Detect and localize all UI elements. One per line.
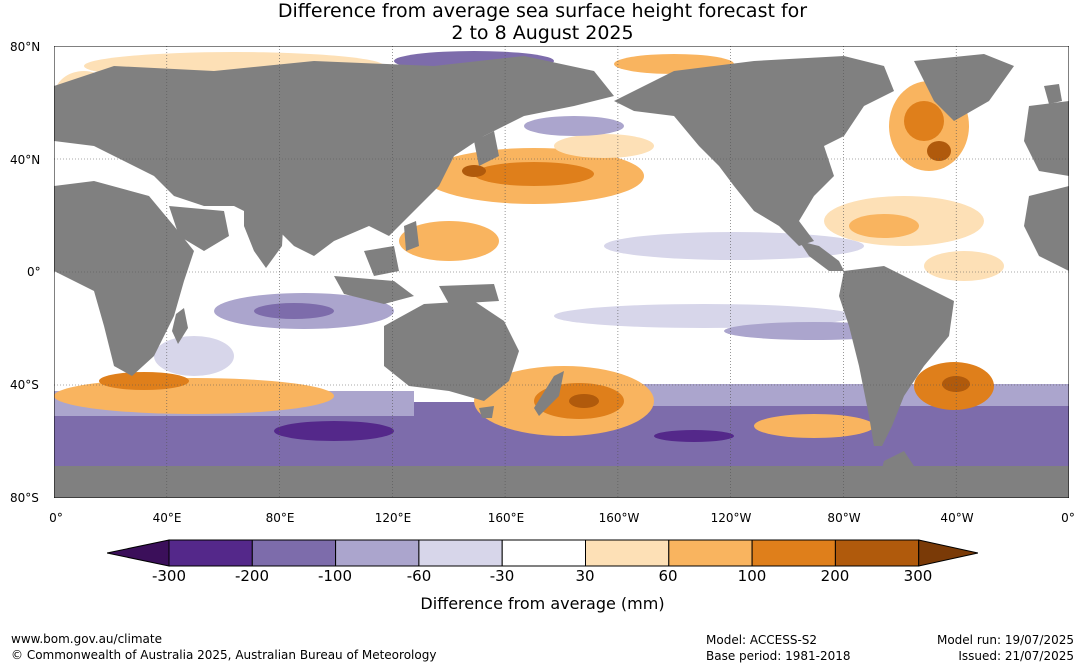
land-borneo: [364, 246, 399, 276]
colorbar-tick-label: 30: [575, 567, 595, 585]
land-europe-west: [1024, 101, 1069, 176]
lat-label-80s: 80°S: [10, 491, 39, 505]
footer-model: Model: ACCESS-S2: [706, 633, 818, 647]
colorbar-swatch-2: [251, 539, 337, 567]
footer-base-period: Base period: 1981-2018: [706, 649, 851, 663]
chart-title: Difference from average sea surface heig…: [277, 0, 808, 22]
colorbar-swatch-9: [834, 539, 920, 567]
land-new-guinea: [439, 284, 499, 304]
land-india: [244, 206, 284, 268]
land-africa: [54, 181, 194, 376]
land-central-america: [799, 241, 844, 271]
land-japan: [474, 131, 499, 166]
footer-model-run: Model run: 19/07/2025: [936, 633, 1074, 647]
colorbar-tick-label: 100: [737, 567, 767, 585]
colorbar-swatch-1: [168, 539, 253, 567]
lon-label-160w: 160°W: [598, 511, 640, 525]
chart-subtitle: 2 to 8 August 2025: [451, 22, 634, 44]
colorbar-swatch-10: [918, 539, 978, 567]
land-indonesia: [334, 276, 414, 304]
colorbar-swatch-0: [107, 539, 170, 567]
land-tasmania: [479, 406, 494, 418]
colorbar-tick-label: -200: [234, 567, 270, 585]
colorbar-swatch-4: [418, 539, 503, 567]
colorbar-swatch-6: [585, 539, 670, 567]
land-masses: [54, 54, 1069, 498]
land-philippines: [404, 221, 419, 251]
lon-label-40e: 40°E: [152, 511, 182, 525]
colorbar-tick-label: -60: [406, 567, 432, 585]
land-north-america: [614, 56, 894, 246]
lon-label-0-left: 0°: [49, 511, 63, 525]
lon-label-80w: 80°W: [827, 511, 861, 525]
colorbar-swatch-8: [751, 539, 836, 567]
lat-label-equator: 0°: [27, 265, 41, 279]
footer-copyright: © Commonwealth of Australia 2025, Austra…: [11, 648, 437, 662]
land-eurasia: [54, 56, 614, 256]
land-antarctica-peninsula: [874, 451, 914, 498]
footer-issued: Issued: 21/07/2025: [958, 649, 1074, 663]
colorbar-tick-label: -300: [151, 567, 187, 585]
colorbar-title: Difference from average (mm): [420, 594, 665, 613]
sea-height-map: [54, 46, 1069, 498]
land-australia: [384, 301, 519, 401]
land-africa-west-edge: [1024, 186, 1069, 271]
colorbar-swatch-3: [335, 539, 420, 567]
lon-label-120e: 120°E: [374, 511, 412, 525]
colorbar-swatch-5: [501, 539, 587, 567]
colorbar-tick-label: -100: [317, 567, 353, 585]
colorbar-tick-label: 200: [820, 567, 850, 585]
colorbar-tick-label: 300: [903, 567, 933, 585]
land-new-zealand: [534, 371, 564, 416]
lon-label-40w: 40°W: [940, 511, 974, 525]
colorbar-tick-label: -30: [489, 567, 515, 585]
lat-label-40s: 40°S: [10, 378, 39, 392]
lon-label-0-right: 0°: [1061, 511, 1075, 525]
lat-label-40n: 40°N: [10, 153, 41, 167]
lat-label-80n: 80°N: [10, 40, 41, 54]
land-greenland: [914, 54, 1014, 121]
graticule: [54, 46, 1069, 498]
lon-label-160e: 160°E: [487, 511, 525, 525]
land-south-america: [839, 266, 954, 446]
colorbar: [107, 539, 978, 567]
land-arabia: [169, 206, 229, 251]
lon-label-80e: 80°E: [265, 511, 295, 525]
land-antarctica: [54, 466, 1069, 498]
land-madagascar: [172, 308, 188, 344]
lon-label-120w: 120°W: [710, 511, 752, 525]
land-uk: [1044, 84, 1062, 104]
footer-url: www.bom.gov.au/climate: [11, 632, 162, 646]
colorbar-tick-label: 60: [658, 567, 678, 585]
colorbar-swatch-7: [668, 539, 753, 567]
